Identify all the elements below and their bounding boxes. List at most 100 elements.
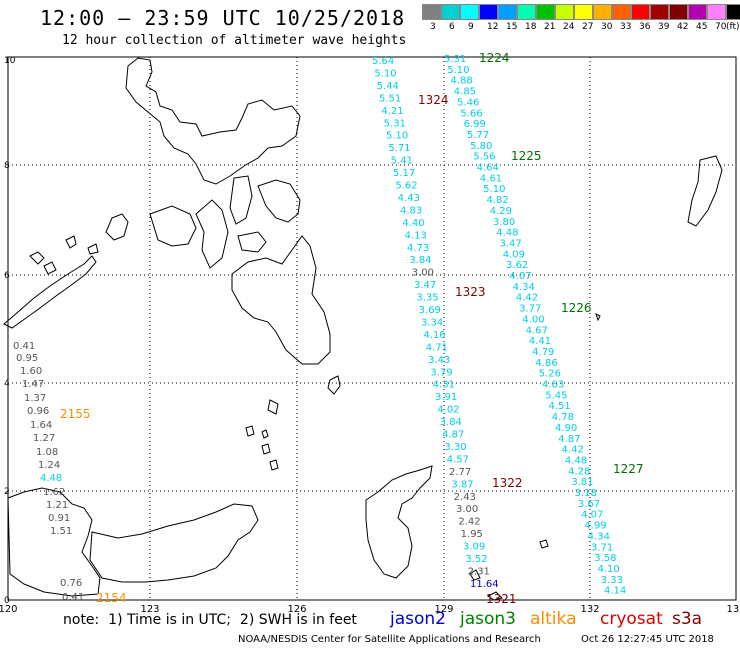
- luzon-coast: [125, 57, 301, 185]
- track-c-value: 0.96: [27, 406, 49, 417]
- legend-label: 9: [468, 22, 474, 32]
- track-b-value: 4.48: [496, 228, 518, 239]
- track-b-value: 5.31: [444, 54, 466, 65]
- legend-swatch: [536, 4, 555, 20]
- pass-time-label: 2155: [60, 407, 91, 421]
- track-b-value: 4.99: [584, 521, 606, 532]
- x-tick-label: 126: [287, 604, 306, 615]
- legend-swatch: [650, 4, 669, 20]
- track-a-value: 2.42: [458, 517, 480, 528]
- legend-swatch: [441, 4, 460, 20]
- satellite-name: cryosat: [600, 609, 663, 629]
- legend-swatch: [517, 4, 536, 20]
- y-tick-label: 10: [4, 56, 16, 66]
- track-a-value: 5.64: [372, 56, 394, 67]
- legend-label: (ft): [726, 22, 740, 32]
- track-c-value: 0.76: [60, 578, 82, 589]
- track-a-value: 4.73: [407, 243, 429, 254]
- legend-label: 24: [563, 22, 575, 32]
- track-c-value: 1.08: [36, 447, 58, 458]
- track-b-value: 3.33: [601, 575, 623, 586]
- track-a-value: 5.44: [377, 81, 399, 92]
- track-b-value: 4.48: [565, 455, 587, 466]
- track-c-value: 1.62: [43, 487, 65, 498]
- track-a-value: 3.79: [430, 367, 452, 378]
- track-a-value: 2.43: [454, 492, 476, 503]
- track-b-value: 4.07: [509, 271, 531, 282]
- track-b-value: 4.09: [503, 249, 525, 260]
- bohol-coast: [237, 231, 267, 253]
- grid-lines: [8, 57, 736, 600]
- color-legend: [422, 4, 740, 20]
- track-c-value: 1.27: [33, 433, 55, 444]
- track-b-value: 4.07: [581, 510, 603, 521]
- legend-label: 27: [582, 22, 594, 32]
- pass-time-label: 1225: [511, 149, 542, 163]
- track-b-value: 5.46: [457, 97, 479, 108]
- pass-time-label: 1227: [613, 462, 644, 476]
- pass-time-label: 1224: [479, 51, 510, 65]
- track-b-value: 3.71: [591, 542, 613, 553]
- track-a-value: 4.02: [437, 405, 459, 416]
- legend-swatch: [688, 4, 707, 20]
- halmahera-coast: [365, 465, 433, 579]
- track-b-value: 5.80: [470, 141, 492, 152]
- track-b-value: 4.82: [486, 195, 508, 206]
- palau-coast: [687, 155, 723, 227]
- track-b-value: 4.10: [597, 564, 619, 575]
- track-a-value: 5.51: [379, 93, 401, 104]
- track-b-value: 4.79: [532, 347, 554, 358]
- track-c-value: 0.91: [48, 513, 70, 524]
- pass-time-label: 1321: [486, 592, 517, 606]
- track-b-value: 3.80: [493, 217, 515, 228]
- track-a-value: 5.62: [395, 181, 417, 192]
- x-tick-label: 132: [580, 604, 599, 615]
- y-tick-label: 4: [4, 379, 10, 389]
- track-a-value: 5.31: [384, 118, 406, 129]
- track-c-value: 1.51: [50, 526, 72, 537]
- legend-swatch: [707, 4, 726, 20]
- legend-swatch: [574, 4, 593, 20]
- legend-swatch: [612, 4, 631, 20]
- track-b-value: 4.67: [526, 325, 548, 336]
- satellite-name: jason3: [460, 609, 516, 629]
- track-a-value: 3.91: [435, 392, 457, 403]
- yap-coast: [595, 313, 601, 322]
- track-a-value: 11.64: [470, 579, 499, 590]
- track-a-value: 3.52: [465, 554, 487, 565]
- legend-label: 6: [449, 22, 455, 32]
- track-b-value: 4.42: [562, 445, 584, 456]
- track-a-value: 3.84: [440, 417, 462, 428]
- legend-label: 21: [544, 22, 556, 32]
- map-frame: [7, 56, 737, 601]
- track-a-value: 3.00: [456, 504, 478, 515]
- map-subtitle: 12 hour collection of altimeter wave hei…: [62, 33, 407, 48]
- pass-time-label: 1324: [418, 93, 449, 107]
- borneo-coast: [7, 487, 101, 597]
- track-a-value: 4.71: [426, 342, 448, 353]
- legend-swatch: [726, 4, 740, 20]
- legend-swatch: [631, 4, 650, 20]
- track-b-value: 4.51: [548, 401, 570, 412]
- palawan-coast: [3, 255, 97, 329]
- small-islands-celebes: [245, 425, 279, 471]
- track-a-value: 5.41: [391, 156, 413, 167]
- legend-swatch: [498, 4, 517, 20]
- track-a-value: 4.57: [447, 454, 469, 465]
- legend-swatch: [669, 4, 688, 20]
- x-tick-label: 135: [726, 604, 740, 615]
- track-b-value: 4.78: [552, 412, 574, 423]
- track-a-value: 1.95: [461, 529, 483, 540]
- track-a-value: 3.69: [419, 305, 441, 316]
- track-a-value: 2.77: [449, 467, 471, 478]
- timestamp: Oct 26 12:27:45 UTC 2018: [581, 634, 714, 645]
- track-a-value: 3.35: [416, 293, 438, 304]
- satellite-name: jason2: [390, 609, 446, 629]
- track-a-value: 4.13: [405, 230, 427, 241]
- track-b-value: 4.28: [568, 466, 590, 477]
- satellite-name: s3a: [672, 609, 703, 629]
- track-a-value: 5.71: [388, 143, 410, 154]
- track-b-value: 5.66: [460, 108, 482, 119]
- track-b-value: 5.10: [483, 184, 505, 195]
- track-b-value: 4.41: [529, 336, 551, 347]
